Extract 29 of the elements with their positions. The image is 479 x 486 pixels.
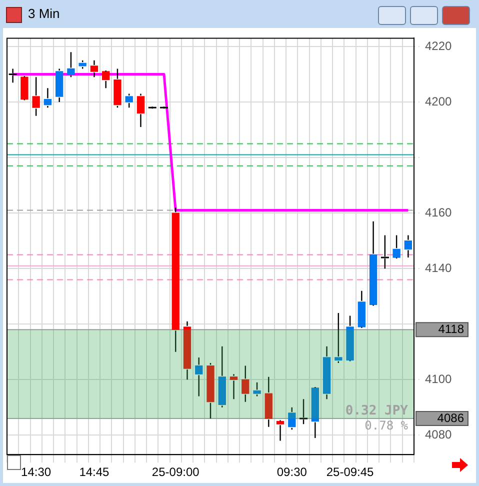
y-tick-label: 4080	[425, 427, 452, 442]
candlestick	[358, 290, 366, 329]
annotation: 0.32 JPY	[345, 404, 408, 419]
candlestick	[346, 315, 354, 361]
chart-title: 3 Min	[28, 6, 60, 21]
annotation: 0.78 %	[364, 418, 409, 433]
y-tick-label: 4220	[425, 38, 452, 53]
candlestick	[136, 93, 145, 128]
candlestick	[114, 68, 122, 108]
candlestick	[369, 220, 378, 306]
y-tick-label: 4160	[425, 205, 452, 220]
candlestick	[276, 420, 284, 442]
candlestick	[102, 70, 110, 89]
candlestick	[56, 68, 64, 103]
y-tick-label: 4100	[425, 372, 452, 386]
x-tick-label: 25-09:00	[152, 465, 200, 480]
x-tick-label: 14:30	[21, 465, 52, 480]
ref-line-label: 4118	[438, 322, 464, 336]
x-tick-label: 09:30	[276, 465, 308, 480]
candlestick	[32, 76, 40, 117]
ref-line-label: 4086	[437, 410, 464, 425]
candlestick	[392, 234, 400, 260]
candlestick	[44, 88, 52, 108]
y-tick-label: 4200	[425, 94, 452, 108]
x-tick-label: 14:45	[79, 465, 110, 480]
y-tick-label: 4140	[425, 260, 452, 275]
x-tick-label: 25-09:45	[326, 465, 374, 480]
candlestick	[67, 51, 75, 78]
candlestick	[90, 60, 98, 78]
